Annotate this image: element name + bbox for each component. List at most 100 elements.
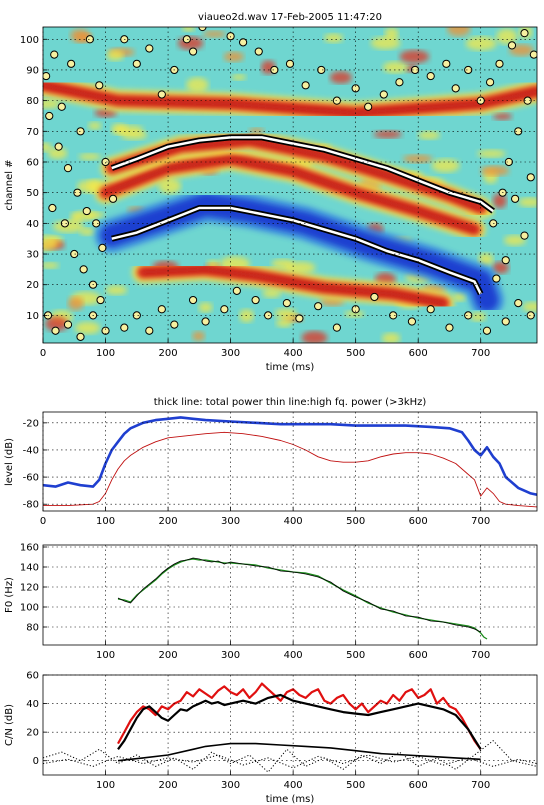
ridge-marker-35	[486, 78, 495, 87]
ridge-marker-32	[451, 84, 460, 93]
panel-0-axes: 0 100 200 300 400 500 600 700 10 20 30 40 50 60 70 80 90…	[20, 26, 538, 359]
ridge-marker-16	[198, 27, 207, 32]
panel-0-xtick-label-2: 200	[159, 348, 178, 359]
ridge-marker-65	[201, 317, 210, 326]
heatmap-texture-blob-91	[402, 154, 433, 163]
ridge-marker-56	[76, 332, 85, 341]
cn-ylabel: C/N (dB)	[4, 704, 15, 746]
heatmap-texture-blob-49	[324, 33, 344, 43]
panel-1-xtick-label-7: 700	[471, 516, 490, 527]
ridge-marker-25	[351, 84, 360, 93]
panel-0-ytick-label-9: 100	[20, 35, 39, 46]
panel-0-xtick-label-3: 300	[221, 348, 240, 359]
heatmap-texture-blob-67	[158, 178, 182, 194]
ridge-marker-74	[351, 305, 360, 314]
ridge-marker-40	[45, 111, 54, 121]
ridge-marker-12	[157, 90, 166, 99]
heatmap-texture-blob-36	[52, 220, 85, 233]
ridge-marker-26	[364, 102, 373, 111]
ridge-marker-77	[407, 317, 417, 326]
heatmap-plot	[43, 27, 537, 343]
panel-3-plot	[43, 675, 537, 775]
ridge-marker-42	[63, 164, 73, 173]
heatmap-texture-blob-94	[43, 235, 59, 252]
panel-2-ytick-label-2: 120	[20, 583, 39, 594]
ridge-marker-10	[132, 59, 141, 68]
ridge-marker-31	[442, 59, 451, 68]
panel-1-frame	[42, 411, 538, 512]
panel-0-ytick-label-8: 90	[26, 65, 39, 76]
panel-1-series-1	[43, 431, 537, 508]
spectrogram-title: viaueo2d.wav 17-Feb-2005 11:47:20	[198, 12, 382, 23]
panel-3-xtick-label-0: 100	[96, 780, 115, 791]
ridge-marker-27	[379, 90, 388, 99]
panel-2-axes: 100 200 300 400 500 600 700 80 100 120 140 160	[20, 543, 538, 661]
panel-1-ytick-label-3: -20	[23, 418, 39, 429]
ridge-marker-63	[170, 320, 179, 329]
panel-3-series-0	[117, 682, 482, 750]
spectrogram-xlabel: time (ms)	[266, 362, 315, 373]
panel-3-ytick-label-3: 60	[26, 671, 39, 682]
heatmap-texture-blob-66	[43, 262, 59, 269]
ridge-marker-14	[182, 35, 191, 44]
ridge-marker-36	[495, 59, 504, 68]
heatmap-texture-blob-61	[43, 142, 52, 152]
ridge-marker-68	[251, 295, 260, 305]
heatmap-texture-blob-88	[77, 180, 101, 194]
heatmap-texture-blob-108	[384, 27, 399, 40]
ridge-marker-7	[101, 157, 110, 167]
ridge-marker-83	[514, 299, 523, 308]
panel-3-ytick-label-2: 40	[26, 699, 39, 710]
ridge-marker-41	[54, 142, 63, 151]
panel-3-series-1	[117, 693, 482, 750]
ridge-marker-20	[270, 65, 279, 75]
ridge-marker-50	[79, 265, 88, 274]
panel-1-xtick-label-4: 400	[284, 516, 303, 527]
panel-0-ytick-label-4: 50	[26, 188, 39, 199]
heatmap-texture-blob-27	[492, 113, 513, 120]
heatmap-texture-blob-79	[223, 51, 244, 62]
panel-1-xtick-label-3: 300	[221, 516, 240, 527]
ridge-marker-94	[492, 274, 501, 283]
panel-1-ytick-label-1: -60	[23, 473, 39, 484]
ridge-marker-55	[63, 320, 73, 329]
heatmap-texture-blob-6	[518, 197, 537, 207]
heatmap-texture-blob-38	[192, 331, 205, 342]
heatmap-texture-blob-107	[399, 49, 430, 64]
panel-2-xtick-label-1: 200	[159, 650, 178, 661]
heatmap-texture-blob-101	[88, 122, 102, 130]
heatmap-texture-blob-89	[370, 36, 401, 50]
panel-0-xtick-label-7: 700	[471, 348, 490, 359]
heatmap-texture-blob-100	[105, 285, 128, 295]
panel-2-xtick-label-5: 600	[409, 650, 428, 661]
ridge-marker-28	[395, 78, 404, 87]
panel-0-xtick-label-1: 100	[96, 348, 115, 359]
panel-1-ytick-label-0: -80	[23, 500, 39, 511]
ridge-marker-54	[51, 326, 60, 335]
heatmap-texture-blob-90	[381, 332, 401, 343]
panel-0-xtick-label-5: 500	[346, 348, 365, 359]
ridge-marker-38	[520, 29, 529, 38]
ridge-line-1	[111, 136, 494, 213]
panel-2-plot	[43, 545, 537, 645]
heatmap-texture-blob-48	[239, 309, 254, 323]
ridge-marker-44	[82, 206, 91, 216]
panel-3-ytick-label-0: 0	[33, 756, 39, 767]
ridge-marker-21	[285, 59, 295, 68]
ridge-marker-6	[95, 81, 104, 90]
panel-2-xtick-label-3: 400	[284, 650, 303, 661]
ridge-marker-15	[188, 47, 198, 56]
panel-0-ytick-label-5: 60	[26, 157, 39, 168]
heatmap-texture-blob-104	[106, 50, 124, 61]
ridge-marker-37	[507, 41, 517, 50]
panel-0-xtick-label-0: 0	[40, 348, 46, 359]
heatmap-texture-blob-43	[45, 316, 69, 332]
heatmap-texture-blob-92	[115, 125, 144, 135]
ridge-line-0	[111, 206, 482, 295]
ridge-marker-91	[514, 127, 523, 136]
panel-2-xtick-label-0: 100	[96, 650, 115, 661]
panel-1-xtick-label-2: 200	[159, 516, 178, 527]
panel-3-xtick-label-2: 300	[221, 780, 240, 791]
heatmap-texture-blob-77	[301, 330, 328, 343]
heatmap-texture-blob-11	[503, 235, 526, 246]
